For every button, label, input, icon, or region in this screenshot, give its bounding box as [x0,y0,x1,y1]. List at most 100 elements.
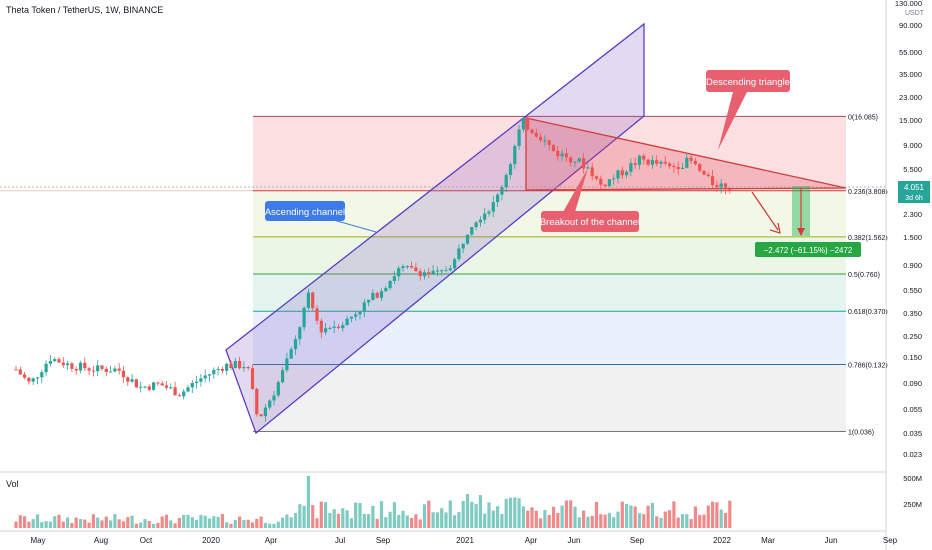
candle-body [134,379,138,388]
candle-body [190,382,194,388]
candle-body [530,129,534,133]
candle-body [100,365,104,369]
candle-body [543,140,547,142]
projection-arrow [751,191,779,231]
volume-bar [207,518,212,528]
candle-body [203,375,207,379]
candle-body [272,395,276,401]
candle-body [521,118,525,130]
candle-body [289,349,293,359]
price-tick-label: 0.055 [903,405,922,414]
price-tick-label: 23.000 [899,93,922,102]
time-tick-label: Jul [335,536,345,545]
candle-body [268,400,272,408]
candle-body [130,379,134,382]
time-tick-label: Jun [568,536,581,545]
volume-bar [70,523,74,528]
currency-label: USDT [905,10,925,17]
candle-body [255,388,259,415]
ascending-channel[interactable] [225,22,645,435]
candle-body [500,187,504,195]
candle-body [483,213,487,220]
descending-triangle-label[interactable]: Descending triangle [706,70,790,150]
descending-triangle[interactable] [525,117,847,191]
candle-body [336,326,341,329]
volume-bar [491,510,495,528]
candle-body [663,161,667,164]
volume-bar [633,506,637,528]
volume-bar [379,501,384,528]
candle-body [199,378,203,382]
candle-body [293,339,298,350]
candle-body [478,219,482,223]
time-axis[interactable]: May Aug Oct 2020 Apr Jul Sep 2021 Apr Jun Sep 2022 M… [30,536,897,545]
time-tick-label: Aug [94,536,108,545]
price-tick-label: 1.500 [903,233,922,242]
candle-body [182,391,186,397]
volume-label: Vol [6,479,19,489]
candle-body [104,368,108,373]
candle-body [40,372,44,378]
volume-bar [117,519,121,528]
volume-bar [448,500,452,528]
volume-bar [126,517,130,528]
volume-bar [590,515,594,528]
candle-body [560,153,564,157]
volume-bar [474,504,478,528]
candle-body [298,327,302,340]
candle-body [392,276,396,281]
candle-body [414,267,418,272]
fib-band [253,364,846,432]
candle-body [650,160,654,165]
volume-bar [177,517,181,528]
volume-bar [74,517,78,528]
volume-bar [594,501,599,528]
candle-body [367,299,371,303]
price-tick-label: 0.023 [903,450,922,459]
fib-level-label: 0.786(0.132) [848,362,888,369]
candle-body [723,183,728,189]
volume-bar [543,509,547,528]
breakout-label[interactable]: Breakout of the channel [540,168,640,232]
candle-body [319,320,323,333]
price-tick-label: 55.000 [899,48,922,57]
price-tick-label: 90.000 [899,21,922,30]
volume-bar [629,505,633,528]
volume-bar [388,511,392,528]
time-tick-label: Apr [265,536,278,545]
volume-bar [680,514,685,528]
volume-bar [121,521,126,528]
candle-body [448,268,452,271]
volume-bar [109,520,113,528]
candle-body [246,367,250,369]
candle-body [698,164,702,171]
volume-bar [216,516,220,528]
ascending-channel-label[interactable]: Ascending channel [265,201,377,233]
candle-body [349,316,353,319]
volume-bar [272,523,276,528]
volume-bar [195,519,199,528]
time-tick-label: Jun [825,536,838,545]
price-tick-label: 0.150 [903,353,922,362]
volume-bar [526,510,530,528]
candle-body [53,359,57,362]
candle-body [281,370,285,383]
candle-body [324,328,328,333]
price-tick-label: 0.550 [903,286,922,295]
candle-body [706,174,710,177]
volume-bar [242,520,246,528]
candle-body [169,387,173,389]
price-axis[interactable]: 130.000 90.000 55.000 35.000 23.000 15.000 9.0… [895,0,922,459]
volume-bar [169,520,173,528]
svg-text:4.051: 4.051 [904,183,925,192]
volume-bar [483,513,487,528]
volume-bar [465,494,470,528]
volume-bar [616,511,620,528]
volume-bar [569,500,573,528]
volume-bar [564,500,568,528]
candle-body [405,266,409,268]
candle-body [491,202,495,212]
volume-bar [61,521,65,528]
candle-body [457,248,461,260]
